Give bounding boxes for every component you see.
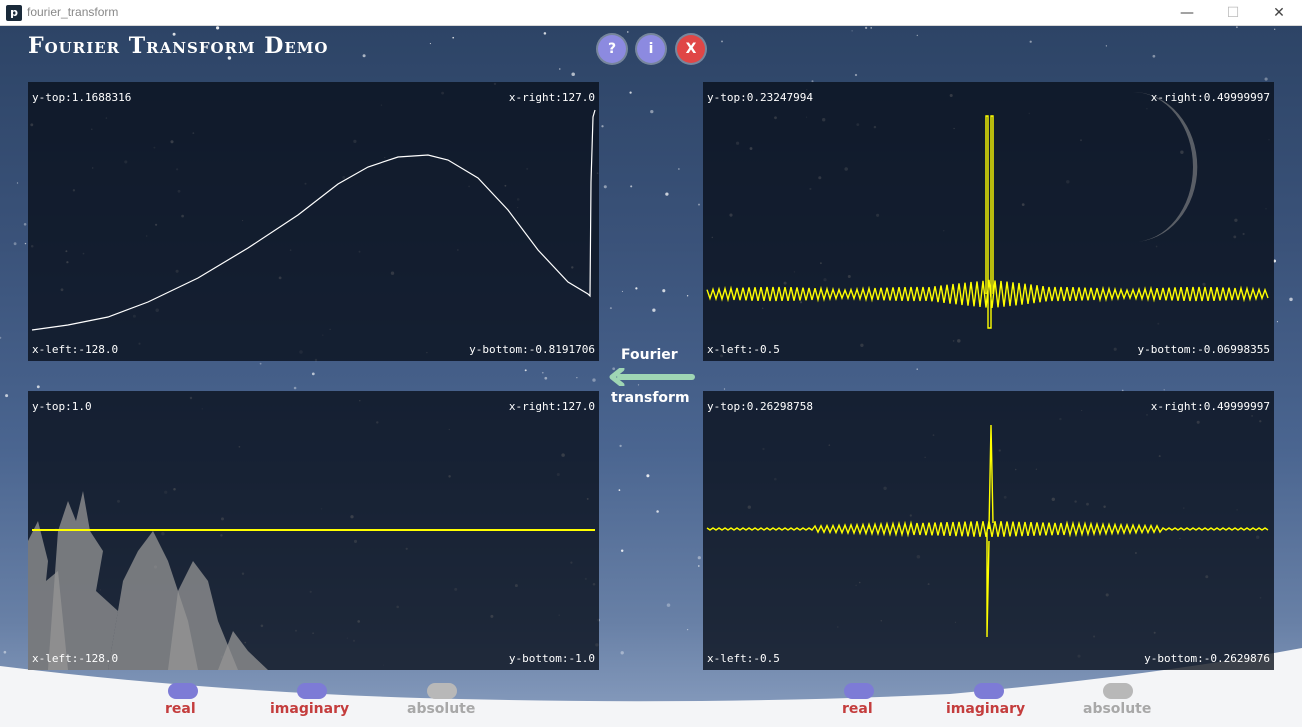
right-real-toggle[interactable] [844, 683, 874, 699]
y-bottom-label: y-bottom:-1.0 [508, 652, 595, 665]
x-left-label: x-left:-128.0 [32, 652, 119, 665]
minimize-button[interactable]: — [1180, 5, 1194, 21]
input-real-curve [31, 109, 596, 331]
right-imaginary-label[interactable]: imaginary [946, 701, 1026, 717]
left-absolute-toggle[interactable] [427, 683, 457, 699]
x-right-label: x-right:127.0 [508, 91, 595, 104]
spectrum-real-plot[interactable]: y-top:0.23247994 x-right:0.49999997 x-le… [703, 82, 1274, 361]
app-title: Fourier Transform Demo [28, 33, 329, 59]
window-title: fourier_transform [27, 5, 119, 19]
left-imaginary-toggle[interactable] [297, 683, 327, 699]
spectrum-real-curve [706, 115, 1269, 329]
moon-icon [1133, 92, 1198, 243]
input-real-plot-canvas [31, 109, 596, 331]
y-top-label: y-top:0.23247994 [707, 91, 813, 104]
window-titlebar: p fourier_transform — ☐ ✕ [0, 0, 1302, 26]
x-left-label: x-left:-0.5 [707, 343, 780, 356]
help-button[interactable]: ? [598, 35, 626, 63]
info-button[interactable]: i [637, 35, 665, 63]
input-imag-plot[interactable]: y-top:1.0 x-right:127.0 x-left:-128.0 y-… [28, 391, 599, 670]
left-absolute-label[interactable]: absolute [407, 701, 476, 717]
input-real-plot[interactable]: y-top:1.1688316 x-right:127.0 x-left:-12… [28, 82, 599, 361]
left-imaginary-label[interactable]: imaginary [270, 701, 350, 717]
input-imag-plot-canvas [28, 491, 595, 670]
right-absolute-toggle[interactable] [1103, 683, 1133, 699]
left-arrow-icon[interactable] [606, 368, 696, 386]
right-imaginary-toggle[interactable] [974, 683, 1004, 699]
y-bottom-label: y-bottom:-0.06998355 [1137, 343, 1270, 356]
y-bottom-label: y-bottom:-0.8191706 [469, 343, 595, 356]
app-canvas: Fourier Transform Demo ? i X y-top:1.168… [0, 26, 1302, 727]
tree-silhouettes [28, 491, 268, 670]
y-top-label: y-top:0.26298758 [707, 400, 813, 413]
spectrum-real-plot-canvas [706, 92, 1269, 329]
app-icon: p [6, 5, 22, 21]
y-bottom-label: y-bottom:-0.2629876 [1144, 652, 1270, 665]
right-absolute-label[interactable]: absolute [1083, 701, 1152, 717]
x-right-label: x-right:127.0 [508, 400, 595, 413]
close-app-button[interactable]: X [677, 35, 705, 63]
spectrum-imag-curve [706, 424, 1269, 638]
x-right-label: x-right:0.49999997 [1150, 91, 1270, 104]
x-left-label: x-left:-128.0 [32, 343, 119, 356]
x-right-label: x-right:0.49999997 [1150, 400, 1270, 413]
maximize-button[interactable]: ☐ [1226, 5, 1240, 21]
spectrum-imag-plot-canvas [706, 424, 1269, 638]
y-top-label: y-top:1.0 [32, 400, 92, 413]
left-real-label[interactable]: real [165, 701, 196, 717]
left-real-toggle[interactable] [168, 683, 198, 699]
snow-ground [0, 648, 1302, 727]
right-real-label[interactable]: real [842, 701, 873, 717]
fourier-label: Fourier [621, 347, 678, 363]
x-left-label: x-left:-0.5 [707, 652, 780, 665]
window-close-button[interactable]: ✕ [1273, 5, 1285, 21]
spectrum-imag-plot[interactable]: y-top:0.26298758 x-right:0.49999997 x-le… [703, 391, 1274, 670]
transform-label: transform [611, 390, 690, 406]
y-top-label: y-top:1.1688316 [32, 91, 132, 104]
